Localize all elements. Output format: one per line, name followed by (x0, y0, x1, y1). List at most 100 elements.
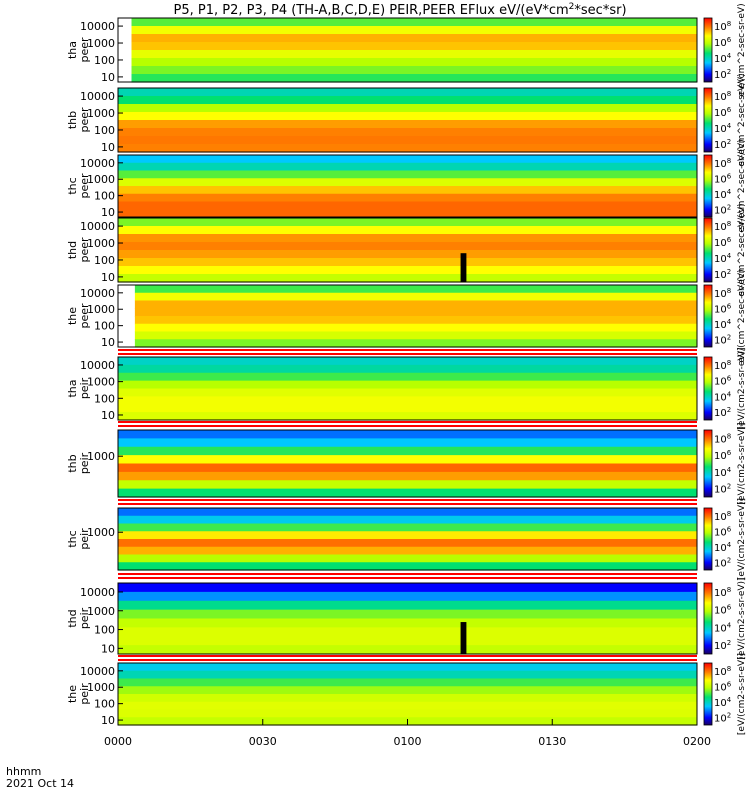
colorbar (703, 662, 713, 726)
panel-frame (117, 217, 698, 283)
y-tick-label: 10000 (80, 665, 115, 678)
colorbar-tick-label: 102 (714, 556, 731, 569)
spectrogram-band (118, 583, 697, 593)
colorbar-tick-label: 102 (714, 68, 731, 81)
y-tick-label: 10000 (80, 220, 115, 233)
spectrogram-band (118, 186, 697, 195)
colorbar-tick-label: 106 (714, 106, 732, 119)
colorbar-label: [eV/(cm2-s-sr-eV)] (737, 577, 747, 659)
y-tick-label: 100 (94, 124, 115, 137)
x-tick-label: 0130 (538, 735, 566, 748)
spectrogram-band (118, 250, 697, 259)
spectrogram-band (118, 404, 697, 413)
colorbar-tick-label: 108 (714, 287, 731, 300)
spectrogram-band (131, 34, 697, 43)
y-axis-label: thbpeer (66, 107, 91, 133)
spectrogram-band (134, 331, 697, 340)
colorbar-tick-label: 102 (714, 406, 731, 419)
spectrogram-band (134, 316, 697, 325)
colorbar-tick-label: 108 (714, 157, 731, 170)
panel-frame (117, 429, 698, 498)
y-tick-label: 10000 (80, 90, 115, 103)
colorbar-tick-label: 104 (714, 466, 732, 479)
spectrogram-band (118, 178, 697, 187)
y-tick-label: 100 (94, 320, 115, 333)
spectrogram-band (118, 372, 697, 382)
spectrogram-band (118, 120, 697, 129)
spectrogram-band (134, 300, 697, 309)
spectrogram-band (118, 128, 697, 137)
panels-group: 10000 1000 100 10 thapeer 102 104 106 108 eV/(cm^… (66, 3, 747, 735)
state-bar (118, 349, 697, 351)
colorbar-label: eV/(cm^2-sec-sr-eV) (737, 73, 747, 166)
spectrogram-band (118, 591, 697, 602)
y-tick-label: 10 (101, 271, 115, 284)
spectrogram-band (118, 201, 697, 210)
panel-the-peir: 10000 1000 100 10 thepeir 102 104 106 108 [eV/(cm… (66, 653, 747, 735)
state-bar (118, 655, 697, 657)
state-bar (118, 353, 697, 355)
spectrogram-band (131, 50, 697, 59)
colorbar-tick-label: 108 (714, 432, 731, 445)
colorbar-label: eV/(cm^2-sec-sr-eV) (737, 203, 747, 296)
colorbar-tick-label: 106 (714, 36, 732, 49)
y-axis-label: thdpeir (66, 607, 91, 629)
y-tick-label: 1000 (87, 37, 115, 50)
spectrogram-band (118, 488, 697, 498)
colorbar-label: [eV/(cm2-s-sr-eV)] (737, 653, 747, 735)
x-axis-label-time: hhmm (6, 765, 41, 778)
colorbar (703, 507, 713, 571)
spectrogram-band (118, 96, 697, 105)
spectrogram-band (118, 446, 697, 456)
spectrogram-band (118, 562, 697, 571)
spectrogram-band (118, 627, 697, 637)
spectrogram-band (118, 523, 697, 532)
spectrogram-band (118, 88, 697, 97)
colorbar-label: [eV/(cm2-s-sr-eV)] (737, 347, 747, 429)
y-tick-label: 1000 (87, 376, 115, 389)
colorbar (703, 429, 713, 498)
spectrogram-band (118, 694, 697, 703)
spectrogram-band (134, 323, 697, 333)
spectrogram-band (118, 546, 697, 556)
spectrogram-band (118, 701, 697, 711)
colorbar-tick-label: 104 (714, 541, 732, 554)
spectrogram-band (118, 162, 697, 172)
spectrogram-band (118, 218, 697, 227)
y-tick-label: 1000 (87, 237, 115, 250)
colorbar-label: eV/(cm^2-sec-sr-eV) (737, 139, 747, 232)
y-tick-label: 10 (101, 714, 115, 727)
x-tick-label: 0030 (249, 735, 277, 748)
y-axis-label: thepeir (66, 683, 91, 705)
time-axis: 0000 0030 0100 0130 0200 (104, 719, 711, 748)
colorbar-tick-label: 104 (714, 318, 732, 331)
y-tick-label: 1000 (87, 173, 115, 186)
panel-frame (117, 507, 698, 571)
panel-thd-peir: 10000 1000 100 10 thdpeir 102 104 106 108 [eV/(cm… (66, 573, 747, 660)
x-tick-label: 0200 (683, 735, 711, 748)
spectrogram-band (118, 663, 697, 672)
colorbar-tick-label: 108 (714, 359, 731, 372)
state-bar (118, 573, 697, 575)
y-tick-label: 100 (94, 392, 115, 405)
spectrogram-band (118, 396, 697, 405)
spectrogram-band (118, 380, 697, 390)
spectrogram-band (118, 258, 697, 267)
colorbar-tick-label: 104 (714, 52, 732, 65)
panel-frame (117, 87, 698, 153)
spectrogram-band (118, 438, 697, 448)
spectrogram-band (118, 618, 697, 628)
y-tick-label: 1000 (87, 526, 115, 539)
colorbar-tick-label: 102 (714, 333, 731, 346)
colorbar-tick-label: 108 (714, 20, 731, 33)
spectrogram-band (118, 193, 697, 203)
spectrogram-band (118, 471, 697, 481)
colorbar-tick-label: 108 (714, 220, 731, 233)
y-tick-label: 10 (101, 409, 115, 422)
panel-tha-peir: 10000 1000 100 10 thapeir 102 104 106 108 [eV/(cm… (66, 347, 747, 429)
spectrogram-band (131, 42, 697, 51)
colorbar-label: eV/(cm^2-sec-sr-eV) (737, 3, 747, 96)
spectrogram-band (131, 58, 697, 67)
